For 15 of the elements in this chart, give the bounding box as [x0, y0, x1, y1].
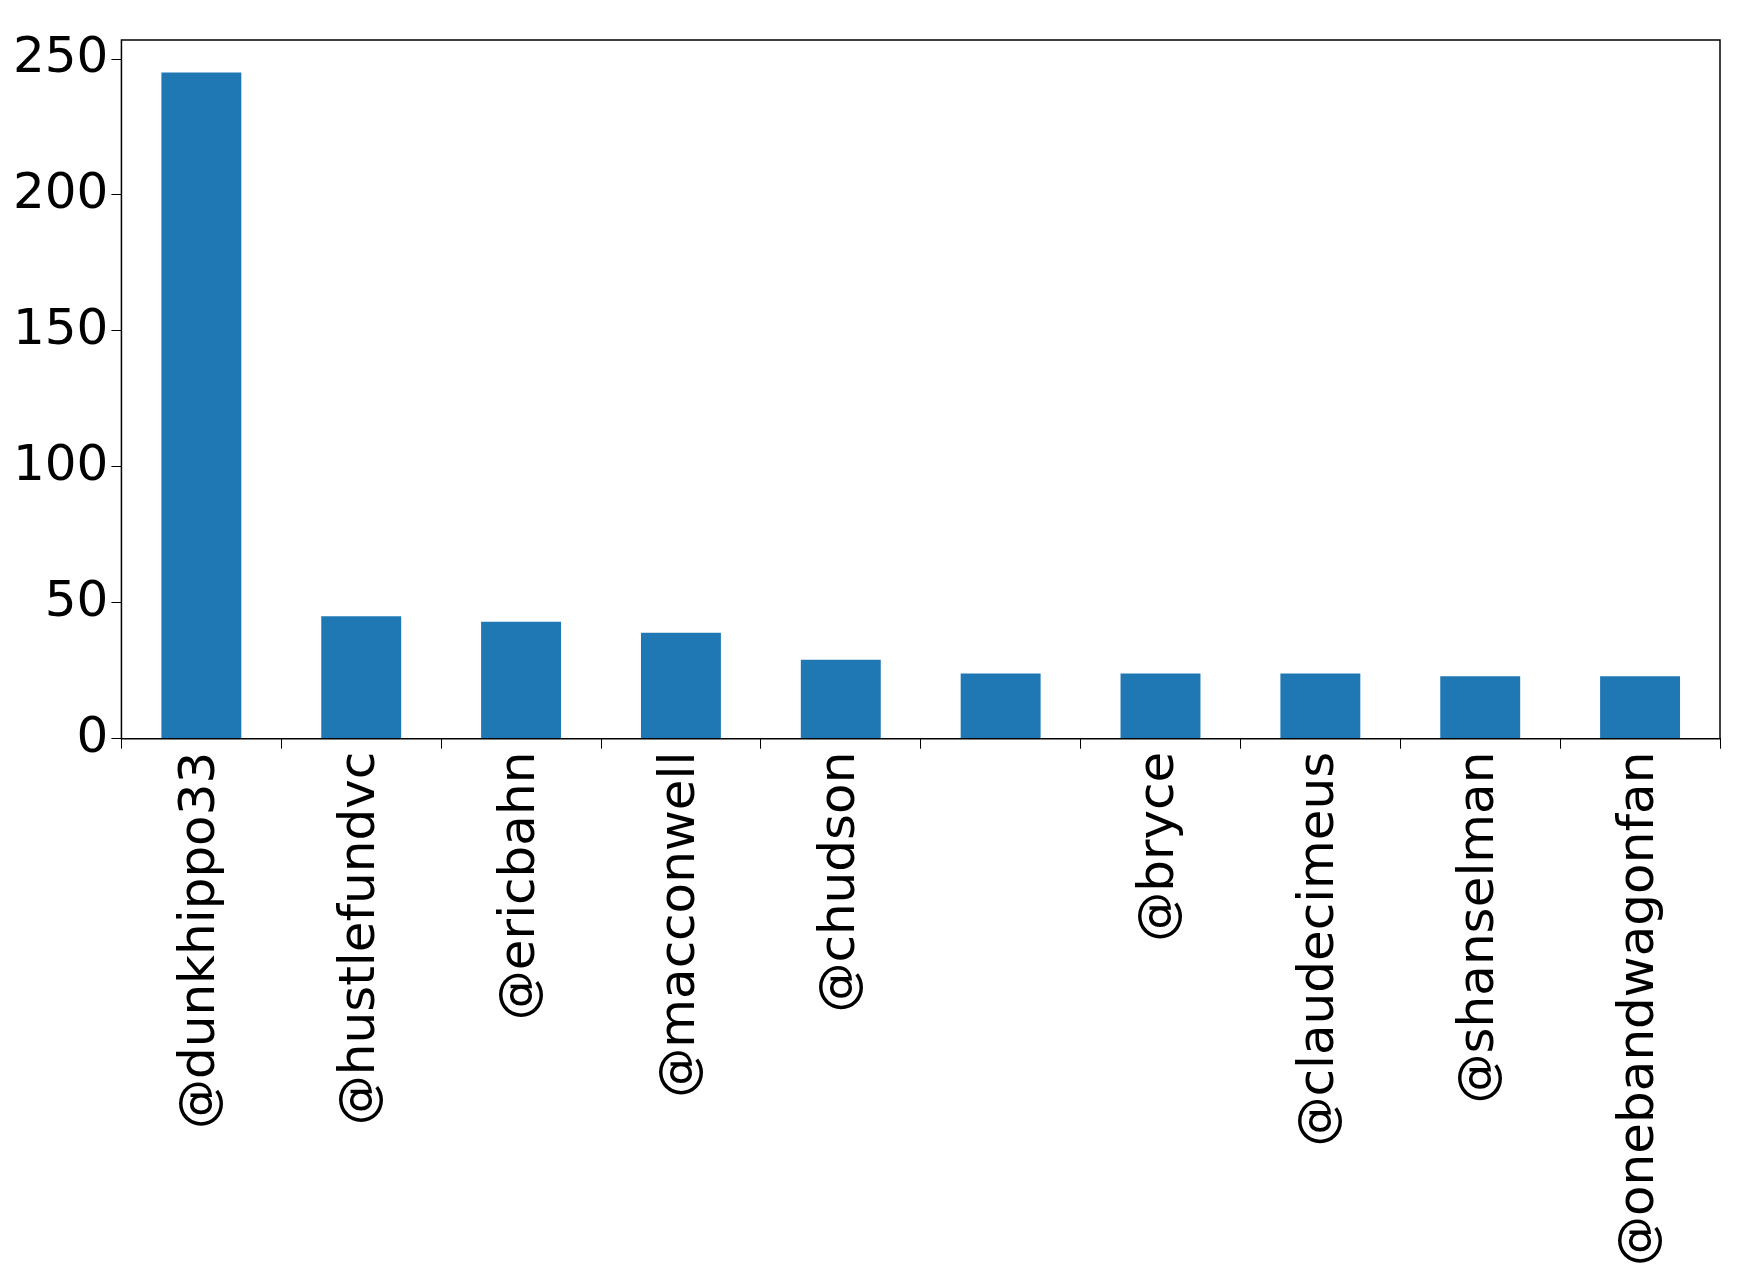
x-tick-label: @bryce — [1127, 751, 1186, 942]
x-tick-label: @hustlefundvc — [328, 751, 387, 1126]
x-tick-label: @claudecimeus — [1287, 751, 1346, 1147]
y-tick-label: 250 — [13, 26, 109, 85]
x-tick-label: @shanselman — [1447, 751, 1506, 1104]
x-tick-label: @onebandwagonfan — [1607, 751, 1666, 1267]
y-tick-label: 150 — [13, 297, 109, 356]
y-tick-label: 50 — [44, 569, 109, 628]
y-tick-label: 100 — [13, 433, 109, 492]
x-tick-label: @ericbahn — [488, 751, 547, 1021]
y-tick-label: 200 — [13, 161, 109, 220]
x-tick-label: @dunkhippo33 — [168, 751, 227, 1130]
x-tick-label: @chudson — [807, 751, 866, 1013]
x-tick-label: @macconwell — [647, 751, 706, 1098]
y-tick-label: 0 — [76, 705, 109, 764]
